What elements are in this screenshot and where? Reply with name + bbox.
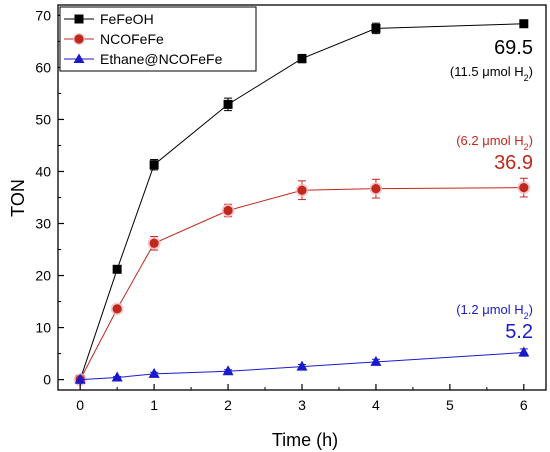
x-tick-label: 2 bbox=[224, 397, 232, 413]
y-tick-label: 50 bbox=[35, 111, 51, 127]
annotation-fefeoh-value: 69.5 bbox=[494, 37, 533, 59]
legend-marker-ncofefe bbox=[74, 34, 84, 44]
legend-item-ethane: Ethane@NCOFeFe bbox=[64, 51, 223, 67]
x-tick-label: 3 bbox=[298, 397, 306, 413]
data-point-fefeoh bbox=[149, 160, 159, 170]
data-point-ncofefe bbox=[297, 185, 307, 195]
annotation-ncofefe-amount-close: ) bbox=[529, 133, 533, 148]
annotation-ncofefe-amount-sub: 2 bbox=[524, 142, 529, 152]
legend-label-ethane: Ethane@NCOFeFe bbox=[100, 51, 223, 67]
data-point-ncofefe bbox=[519, 183, 529, 193]
legend-label-fefeoh: FeFeOH bbox=[100, 11, 154, 27]
legend: FeFeOH NCOFeFe Ethane@NCOFeFe bbox=[59, 6, 257, 72]
annotation-ncofefe-amount-text: (6.2 μmol H bbox=[456, 133, 523, 148]
legend-marker-fefeoh bbox=[74, 14, 84, 24]
x-tick-label: 5 bbox=[446, 397, 454, 413]
annotation-ncofefe: (6.2 μmol H2) 36.9 bbox=[456, 133, 533, 174]
x-tick-label: 0 bbox=[76, 397, 84, 413]
data-point-ethane bbox=[111, 371, 123, 382]
data-point-fefeoh bbox=[112, 264, 122, 274]
x-tick-label: 6 bbox=[520, 397, 528, 413]
data-point-ethane bbox=[296, 360, 308, 371]
annotation-ethane-amount-text: (1.2 μmol H bbox=[456, 302, 523, 317]
annotation-ethane: (1.2 μmol H2) 5.2 bbox=[456, 302, 533, 343]
data-point-ncofefe bbox=[371, 184, 381, 194]
data-point-fefeoh bbox=[297, 54, 307, 64]
annotation-ethane-amount-close: ) bbox=[529, 302, 533, 317]
series-ethane bbox=[74, 346, 530, 384]
annotation-ethane-amount: (1.2 μmol H2) bbox=[456, 302, 533, 321]
annotation-ethane-amount-sub: 2 bbox=[524, 311, 529, 321]
annotation-fefeoh: 69.5 (11.5 μmol H2) bbox=[450, 37, 533, 83]
data-point-ncofefe bbox=[223, 205, 233, 216]
legend-marker-ethane bbox=[73, 53, 85, 63]
data-point-fefeoh bbox=[223, 99, 233, 109]
y-tick-label: 40 bbox=[35, 163, 51, 179]
data-point-fefeoh bbox=[519, 19, 529, 29]
y-tick-label: 30 bbox=[35, 216, 51, 232]
y-tick-label: 60 bbox=[35, 59, 51, 75]
annotation-ncofefe-amount: (6.2 μmol H2) bbox=[456, 133, 533, 152]
x-axis-label: Time (h) bbox=[272, 430, 338, 450]
data-point-ethane bbox=[74, 373, 86, 384]
series-fefeoh bbox=[75, 19, 529, 385]
annotation-fefeoh-amount: (11.5 μmol H2) bbox=[450, 64, 533, 83]
plot-layer bbox=[73, 19, 531, 387]
x-tick-label: 4 bbox=[372, 397, 380, 413]
data-point-ethane bbox=[518, 346, 530, 357]
data-point-ethane bbox=[148, 367, 160, 378]
y-tick-label: 10 bbox=[35, 320, 51, 336]
y-tick-label: 70 bbox=[35, 7, 51, 23]
data-point-ethane bbox=[370, 355, 382, 366]
data-point-ncofefe bbox=[149, 238, 159, 248]
data-point-fefeoh bbox=[371, 23, 381, 33]
legend-label-ncofefe: NCOFeFe bbox=[100, 31, 164, 47]
y-tick-label: 20 bbox=[35, 268, 51, 284]
annotation-fefeoh-amount-text: (11.5 μmol H bbox=[450, 64, 524, 79]
annotation-ethane-value: 5.2 bbox=[505, 321, 533, 343]
y-axis-label: TON bbox=[8, 179, 28, 217]
legend-item-ncofefe: NCOFeFe bbox=[64, 31, 164, 47]
annotation-fefeoh-amount-sub: 2 bbox=[524, 73, 529, 83]
legend-item-fefeoh: FeFeOH bbox=[64, 11, 154, 27]
data-point-ethane bbox=[222, 365, 234, 376]
y-tick-label: 0 bbox=[43, 372, 51, 388]
data-point-ncofefe bbox=[112, 304, 122, 314]
annotation-ncofefe-value: 36.9 bbox=[494, 152, 533, 174]
annotation-fefeoh-amount-close: ) bbox=[529, 64, 533, 79]
x-tick-label: 1 bbox=[150, 397, 158, 413]
